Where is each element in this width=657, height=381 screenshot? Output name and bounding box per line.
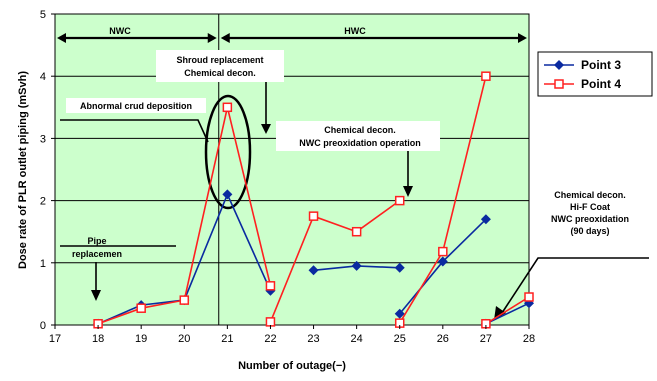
annotation-nwcox-line2: NWC preoxidation operation [299,138,421,148]
annotation-pipe-line1: Pipe [87,236,106,246]
x-tick-label-10: 27 [480,333,492,345]
annotation-hicoat-line3: NWC preoxidation [551,214,629,224]
series-4-point-20-0_4 [179,295,190,305]
x-tick-label-9: 26 [437,333,449,345]
annotation-arrow-crud [60,119,209,143]
x-axis-label: Number of outage(−) [238,360,346,372]
y-tick-label-3: 3 [40,133,46,145]
annotation-crud-line1: Abnormal crud deposition [80,101,192,111]
period-bars: NWC HWC [57,26,527,43]
annotation-box-nwcox [276,121,440,151]
series-3-point-26-1_02 [437,256,448,267]
series-4-point-23-1_75 [308,211,319,221]
x-tick-label-1: 18 [92,333,104,345]
highlight-ellipse [204,94,252,210]
annotation-arrow-head-shroud [261,124,271,134]
series-4-point-25-2 [394,195,405,206]
period-arrowhead-left-1 [220,33,230,43]
y-tick-label-4: 4 [40,71,46,83]
plot-area [54,13,530,326]
x-tick-label-5: 22 [264,333,276,345]
y-tick-label-1: 1 [40,258,46,270]
series-4-point-28-0_45 [524,292,534,302]
series-4-point-27-4 [481,71,491,81]
series-3-point-24-0_95 [351,260,362,271]
series-3-line-3 [485,302,530,325]
series-3-point-23-0_88 [308,265,319,276]
x-tick-label-7: 24 [351,333,363,345]
x-tick-label-11: 28 [523,333,535,345]
annotation-hicoat-line1: Chemical decon. [554,190,626,200]
annotation-box-crud [66,98,206,113]
series-3-point-25-0_18 [394,308,405,319]
period-arrowhead-right-0 [207,33,217,43]
x-tick-label-4: 21 [221,333,233,345]
series-4-point-22-0_63 [265,281,276,291]
annotation-shroud-line1: Shroud replacement [176,55,263,65]
period-arrowhead-left-0 [57,33,66,43]
period-label-hwc: HWC [344,26,366,36]
annotation-nwcox-line1: Chemical decon. [324,125,396,135]
series-3-point-25-0_92 [394,262,405,273]
y-tick-label-5: 5 [40,9,46,21]
annotation-crud: Abnormal crud deposition [66,98,206,113]
annotation-box-shroud [156,50,284,82]
series-3-point-27-1_7 [480,214,491,225]
period-label-nwc: NWC [109,26,131,36]
series-4-point-24-1_5 [351,226,362,237]
annotation-hicoat-line2: Hi-F Coat [570,202,610,212]
annotation-hicoat-line4: (90 days) [570,226,609,236]
annotation-hicoat: Chemical decon. Hi-F Coat NWC preoxidati… [551,190,629,236]
legend-label-point4: Point 4 [581,77,621,91]
series-4-point-26-1_18 [438,246,448,257]
annotation-shroud-line2: Chemical decon. [184,68,256,78]
series-4-line-1 [269,199,401,323]
x-tick-label-2: 19 [135,333,147,345]
legend: Point 3 Point 4 [537,51,653,97]
legend-marker-point4 [554,79,564,89]
period-arrowhead-right-1 [518,33,527,43]
legend-label-point3: Point 3 [581,58,621,72]
data-series [93,71,534,329]
series-4-point-22-0_05 [265,317,276,327]
series-4-point-19-0_27 [136,303,146,313]
y-tick-label-0: 0 [40,320,46,332]
annotation-pipe: Pipe replacemen [72,236,122,259]
legend-marker-point3 [554,60,564,70]
series-3-point-21-2_1 [222,189,233,200]
series-4-line-3 [485,296,530,325]
x-tick-label-3: 20 [178,333,190,345]
annotation-shroud: Shroud replacement Chemical decon. [156,50,284,82]
x-tick-label-6: 23 [307,333,319,345]
annotation-nwcox: Chemical decon. NWC preoxidation operati… [276,121,440,151]
annotation-pipe-line2: replacemen [72,249,122,259]
y-tick-label-2: 2 [40,196,46,208]
x-tick-label-8: 25 [394,333,406,345]
annotation-arrow-head-pipe [91,290,101,301]
y-axis-label: Dose rate of PLR outlet piping (mSvh) [17,71,29,269]
x-tick-label-0: 17 [49,333,61,345]
annotation-arrow-hicoat [499,257,649,317]
series-4-point-21-3_5 [222,102,233,113]
annotation-arrow-head-nwcox [403,186,413,197]
